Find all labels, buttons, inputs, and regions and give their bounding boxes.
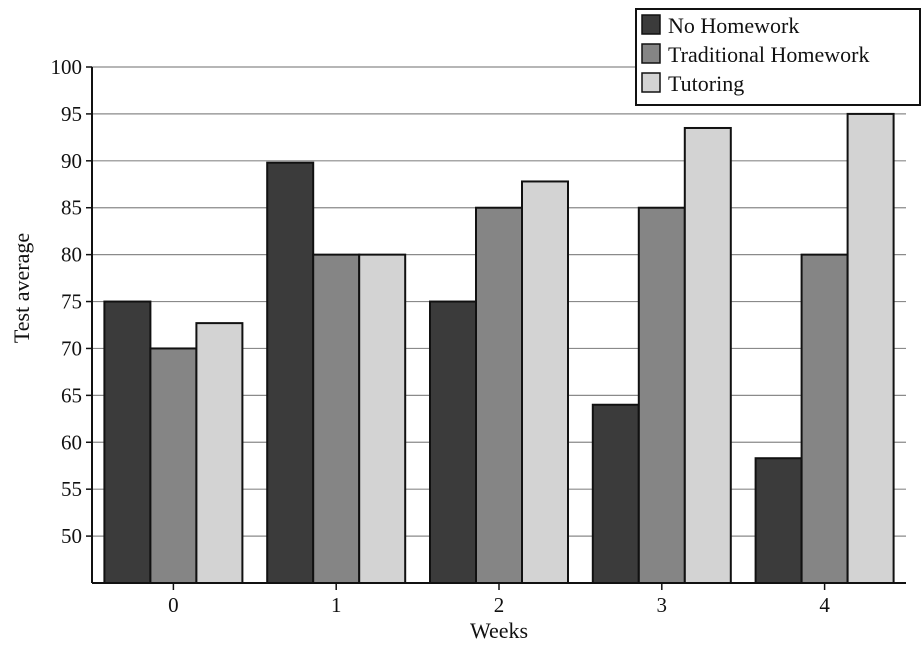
bar-traditional-homework-week-1 — [312, 253, 361, 585]
legend-label: No Homework — [668, 13, 799, 38]
y-tick-label: 55 — [61, 477, 82, 501]
legend-label: Traditional Homework — [668, 42, 869, 67]
y-tick-label: 100 — [51, 55, 83, 79]
bar-no-homework-week-2 — [429, 300, 477, 584]
legend-box — [635, 8, 921, 106]
y-tick-label: 70 — [61, 336, 82, 360]
y-tick-labels: 50 55 60 65 70 75 80 85 90 95 100 — [51, 55, 83, 548]
bars — [103, 112, 895, 585]
legend-swatch — [641, 43, 661, 64]
y-tick-label: 90 — [61, 149, 82, 173]
x-tick-label: 0 — [168, 593, 179, 617]
y-tick-label: 65 — [61, 383, 82, 407]
legend-swatch — [641, 14, 661, 35]
y-tick-label: 80 — [61, 243, 82, 267]
x-axis-title: Weeks — [470, 618, 528, 643]
y-tick-label: 75 — [61, 290, 82, 314]
y-axis-title: Test average — [9, 233, 34, 343]
bar-tutoring-week-2 — [521, 180, 569, 584]
legend: No Homework Traditional Homework Tutoring — [635, 8, 921, 106]
x-tick-label: 1 — [331, 593, 342, 617]
x-tick-label: 3 — [657, 593, 668, 617]
y-tick-label: 95 — [61, 102, 82, 126]
bar-no-homework-week-4 — [754, 457, 803, 585]
legend-swatch — [641, 72, 661, 93]
bar-tutoring-week-4 — [846, 112, 895, 584]
bar-tutoring-week-1 — [358, 253, 407, 585]
y-tick-label: 60 — [61, 430, 82, 454]
bar-traditional-homework-week-4 — [800, 253, 849, 585]
bar-tutoring-week-3 — [683, 126, 732, 585]
y-tick-label: 50 — [61, 524, 82, 548]
x-tick-label: 4 — [819, 593, 830, 617]
bar-no-homework-week-1 — [266, 161, 315, 584]
y-tick-label: 85 — [61, 196, 82, 220]
bar-traditional-homework-week-2 — [475, 206, 523, 585]
legend-label: Tutoring — [668, 71, 744, 96]
bar-traditional-homework-week-3 — [637, 206, 686, 585]
bar-no-homework-week-3 — [591, 403, 640, 584]
x-tick-label: 2 — [494, 593, 505, 617]
bar-traditional-homework-week-0 — [149, 347, 198, 585]
bar-no-homework-week-0 — [103, 300, 152, 584]
bar-tutoring-week-0 — [195, 322, 244, 584]
x-tick-labels: 0 1 2 3 4 — [168, 583, 830, 617]
